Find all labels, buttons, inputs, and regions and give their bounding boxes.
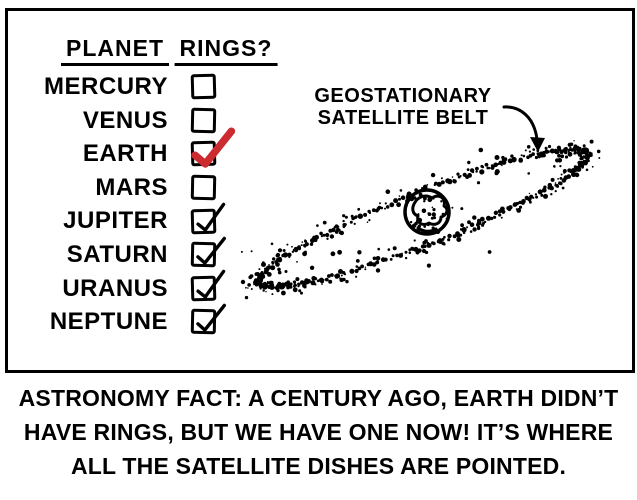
planet-name: NEPTUNE (49, 308, 168, 336)
planet-table: MERCURY VENUS EARTH (30, 70, 236, 339)
planet-row-venus: VENUS (30, 104, 217, 138)
planet-name: EARTH (82, 140, 168, 168)
rings-checkbox[interactable] (190, 304, 227, 335)
planet-name: VENUS (82, 106, 168, 134)
planet-row-neptune: NEPTUNE (30, 304, 227, 339)
planet-row-saturn: SATURN (30, 236, 227, 272)
caption-line: HAVE RINGS, BUT WE HAVE ONE NOW! IT’S WH… (23, 419, 614, 445)
planet-name: MARS (95, 173, 168, 201)
comic-panel: GEOSTATIONARY SATELLITE BELT PLANET RING… (5, 8, 635, 373)
planet-row-uranus: URANUS (30, 269, 226, 306)
rings-checkbox[interactable] (190, 202, 226, 235)
planet-name: MERCURY (44, 73, 168, 100)
rings-checkbox[interactable] (190, 269, 226, 302)
rings-checkbox[interactable] (190, 174, 217, 201)
planet-name: SATURN (66, 240, 168, 268)
caption-line: ASTRONOMY FACT: A CENTURY AGO, EARTH DID… (18, 385, 619, 411)
caption: ASTRONOMY FACT: A CENTURY AGO, EARTH DID… (0, 381, 637, 483)
belt-label-line2: SATELLITE BELT (317, 107, 489, 129)
planet-row-mercury: MERCURY (30, 70, 217, 104)
belt-label: GEOSTATIONARY SATELLITE BELT (291, 85, 515, 129)
rings-checkbox[interactable] (190, 107, 217, 134)
curved-arrow-icon (502, 105, 545, 152)
column-header-planet: PLANET (61, 35, 169, 66)
rings-checkbox[interactable] (190, 127, 236, 169)
satellite-ring-svg (240, 105, 601, 300)
planet-row-mars: MARS (30, 171, 217, 205)
planet-row-jupiter: JUPITER (30, 202, 226, 238)
rings-checkbox[interactable] (190, 236, 227, 268)
planet-name: JUPITER (63, 207, 168, 235)
caption-line: ALL THE SATELLITE DISHES ARE POINTED. (70, 453, 567, 479)
belt-label-line1: GEOSTATIONARY (314, 85, 492, 107)
column-header-rings: RINGS? (174, 35, 278, 66)
planet-name: URANUS (62, 274, 168, 302)
planet-row-earth: EARTH (30, 127, 236, 171)
ring-dots-front (240, 139, 601, 300)
rings-checkbox[interactable] (190, 73, 217, 100)
